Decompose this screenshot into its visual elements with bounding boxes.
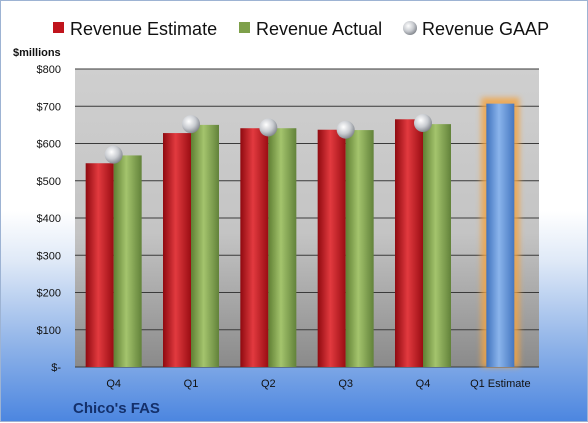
y-axis-unit-label: $millions <box>13 47 61 59</box>
gridlines <box>75 68 539 368</box>
y-tick-label: $200 <box>37 288 61 300</box>
marker-revenue-gaap <box>259 118 278 137</box>
y-tick-label: $800 <box>37 64 61 76</box>
bar-revenue-estimate <box>395 119 423 367</box>
bar-revenue-estimate <box>240 128 269 367</box>
y-axis-ticks: $- $100 $200 $300 $400 $500 $600 $700 $800 <box>37 64 62 374</box>
marker-revenue-gaap <box>414 114 432 133</box>
x-axis-ticks: Q4 Q1 Q2 Q3 Q4 Q1 Estimate <box>106 378 530 390</box>
x-tick-label: Q3 <box>338 378 353 390</box>
y-tick-label: $- <box>51 362 61 374</box>
bars <box>85 97 520 367</box>
company-name: Chico's FAS <box>73 400 160 417</box>
y-tick-label: $400 <box>37 213 61 225</box>
marker-revenue-gaap <box>336 120 355 139</box>
bar-revenue-actual <box>345 130 374 367</box>
bar-revenue-actual <box>268 128 297 367</box>
legend-swatch-estimate <box>53 22 64 33</box>
y-tick-label: $500 <box>37 176 61 188</box>
x-tick-label: Q1 Estimate <box>470 378 531 390</box>
x-tick-label: Q1 <box>184 378 199 390</box>
legend-label-estimate: Revenue Estimate <box>70 19 217 39</box>
legend-swatch-gaap <box>403 21 417 35</box>
bar-revenue-actual <box>113 155 142 367</box>
y-tick-label: $700 <box>37 101 61 113</box>
bar-revenue-estimate <box>85 163 114 367</box>
x-tick-label: Q4 <box>106 378 121 390</box>
y-tick-label: $100 <box>37 325 61 337</box>
bar-revenue-actual <box>191 124 219 367</box>
y-tick-label: $300 <box>37 250 61 262</box>
bar-revenue-actual <box>423 124 451 367</box>
legend-label-gaap: Revenue GAAP <box>422 19 549 39</box>
marker-revenue-gaap <box>104 145 123 164</box>
legend-swatch-actual <box>239 22 250 33</box>
x-tick-label: Q2 <box>261 378 276 390</box>
gaap-markers <box>104 114 432 164</box>
y-tick-label: $600 <box>37 139 61 151</box>
x-tick-label: Q4 <box>416 378 431 390</box>
legend: Revenue Estimate Revenue Actual Revenue … <box>53 19 549 39</box>
legend-label-actual: Revenue Actual <box>256 19 382 39</box>
bar-q1-estimate <box>486 103 515 367</box>
bar-revenue-estimate <box>163 133 191 367</box>
bar-revenue-estimate <box>317 129 346 367</box>
marker-revenue-gaap <box>182 115 200 134</box>
